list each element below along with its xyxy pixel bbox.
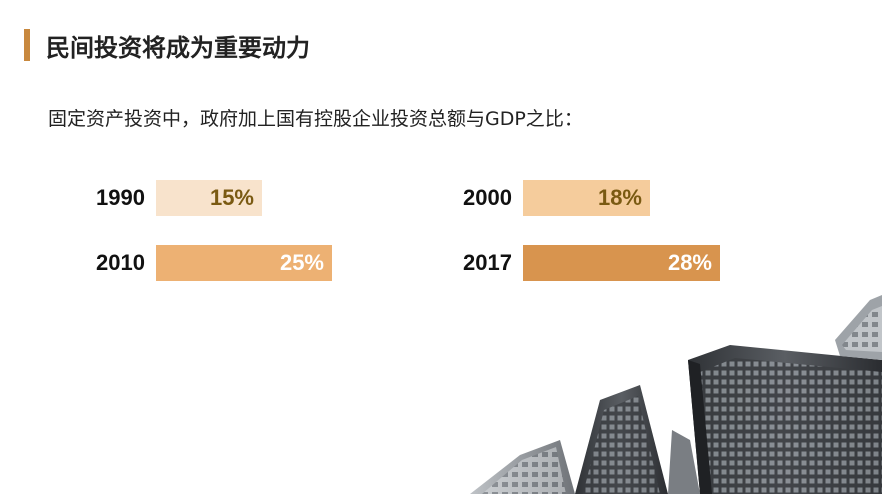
- building-windows: [842, 306, 882, 352]
- building-shape: [835, 295, 882, 360]
- title-accent-bar: [24, 29, 30, 61]
- year-label: 1990: [96, 185, 145, 210]
- year-label: 2017: [463, 250, 512, 275]
- slide-title: 民间投资将成为重要动力: [46, 34, 310, 62]
- ratio-row-2000: 2000 18%: [463, 180, 650, 216]
- ratio-value: 18%: [597, 185, 642, 210]
- ratio-bar: 15%: [156, 180, 262, 216]
- ratio-value: 25%: [279, 250, 324, 275]
- ratio-bar: 25%: [156, 245, 332, 281]
- ratio-value: 15%: [209, 185, 254, 210]
- ratio-bar: 18%: [523, 180, 650, 216]
- ratio-row-2017: 2017 28%: [463, 245, 720, 281]
- building-shape: [575, 385, 668, 494]
- ratio-value: 28%: [667, 250, 712, 275]
- building-shape: [688, 345, 882, 494]
- ratio-row-2010: 2010 25%: [96, 245, 332, 281]
- building-shape: [668, 430, 700, 494]
- building-shape: [470, 440, 575, 494]
- ratio-row-1990: 1990 15%: [96, 180, 262, 216]
- building-windows: [583, 396, 660, 494]
- year-label: 2000: [463, 185, 512, 210]
- slide-subtitle: 固定资产投资中，政府加上国有控股企业投资总额与GDP之比：: [48, 108, 583, 130]
- ratio-bar: 28%: [523, 245, 720, 281]
- building-edge: [688, 360, 712, 494]
- building-windows: [700, 358, 882, 494]
- building-windows: [482, 447, 566, 494]
- year-label: 2010: [96, 250, 145, 275]
